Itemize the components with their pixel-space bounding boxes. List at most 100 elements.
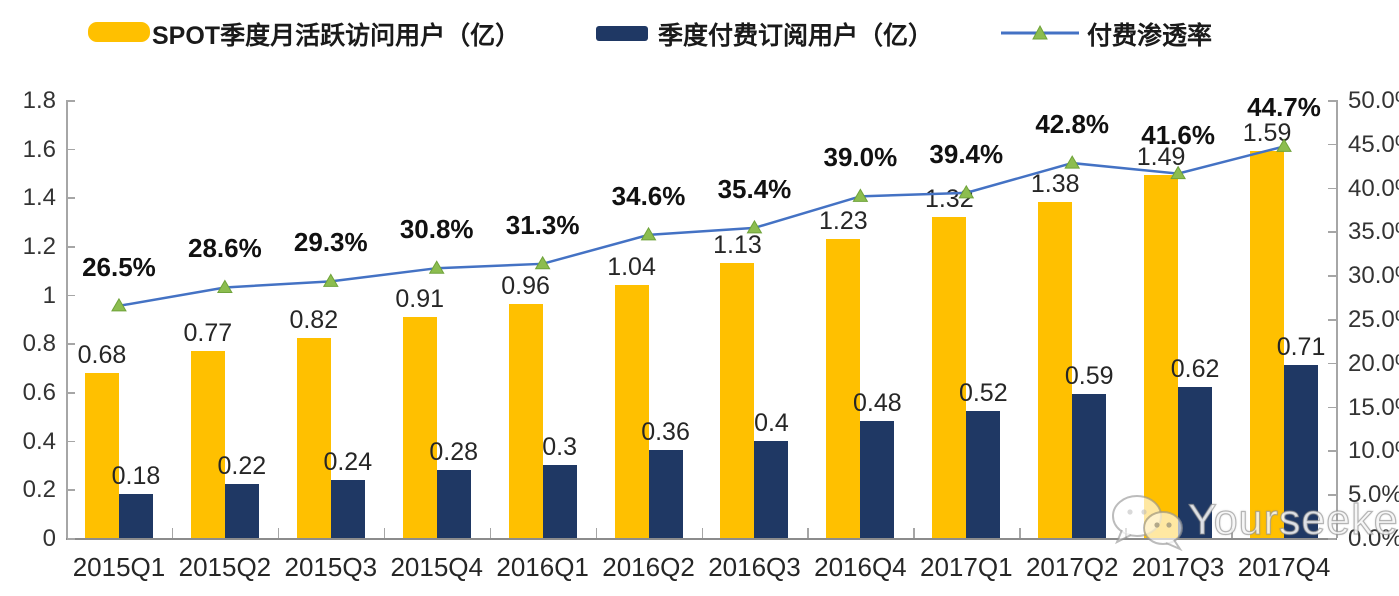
right-axis-tick-label: 25.0% xyxy=(1348,306,1399,333)
subs-bar-label: 0.59 xyxy=(1064,362,1114,391)
penetration-point-label: 42.8% xyxy=(1035,109,1110,140)
x-axis-tick xyxy=(701,528,703,538)
mau-bar-label: 0.91 xyxy=(395,284,445,313)
mau-bar xyxy=(932,216,967,538)
left-axis-tick xyxy=(67,246,75,248)
right-axis-tick xyxy=(1328,406,1336,409)
triangle-marker-icon xyxy=(534,255,551,270)
right-axis-tick-label: 10.0% xyxy=(1348,437,1399,465)
penetration-point-label: 39.4% xyxy=(929,138,1004,169)
x-axis-tick xyxy=(383,528,386,538)
triangle-marker-icon xyxy=(640,226,657,241)
x-axis-tick xyxy=(913,528,915,538)
mau-bar xyxy=(720,263,755,538)
subs-bar-label: 0.22 xyxy=(217,452,267,481)
mau-bar xyxy=(84,372,119,538)
x-tick-label: 2017Q1 xyxy=(920,552,1013,582)
mau-bar-label: 0.82 xyxy=(289,306,339,335)
right-axis-tick-label: 35.0% xyxy=(1348,218,1399,246)
right-axis-tick xyxy=(1328,494,1336,496)
left-axis-tick-label: 0 xyxy=(42,525,56,552)
x-tick-label: 2016Q1 xyxy=(496,552,589,582)
x-axis-line xyxy=(66,538,1337,540)
x-axis-tick xyxy=(1019,528,1021,538)
triangle-marker-icon xyxy=(852,188,869,202)
triangle-marker-icon xyxy=(111,297,127,312)
subs-bar-label: 0.18 xyxy=(111,462,161,491)
left-axis-tick-label: 1 xyxy=(42,281,56,309)
penetration-legend-label: 付费渗透率 xyxy=(1087,22,1213,50)
right-axis-tick xyxy=(1328,143,1336,146)
mau-bar-label: 1.04 xyxy=(607,252,656,281)
right-axis-tick xyxy=(1328,319,1336,321)
x-tick-label: 2015Q4 xyxy=(390,552,483,582)
x-axis-tick xyxy=(171,528,174,538)
subs-bar-label: 0.4 xyxy=(754,408,789,437)
left-axis-tick-label: 0.4 xyxy=(22,427,56,455)
subs-bar xyxy=(436,469,471,538)
right-axis-tick-label: 50.0% xyxy=(1348,87,1399,114)
x-tick-label: 2016Q2 xyxy=(602,552,695,582)
penetration-point-label: 41.6% xyxy=(1141,119,1215,150)
subs-bar-label: 0.71 xyxy=(1276,333,1326,362)
triangle-marker-icon xyxy=(322,273,339,287)
left-axis-tick-label: 0.6 xyxy=(22,379,56,406)
left-axis-tick-label: 1.2 xyxy=(22,233,56,260)
penetration-point-label: 44.7% xyxy=(1247,92,1321,123)
left-axis-tick xyxy=(67,100,75,102)
subs-legend-swatch xyxy=(596,26,648,41)
right-axis-tick-label: 5.0% xyxy=(1348,481,1399,509)
subs-bar-label: 0.24 xyxy=(323,447,373,476)
triangle-marker-icon xyxy=(217,279,233,293)
subs-bar xyxy=(1072,394,1107,538)
subs-bar xyxy=(542,465,577,538)
left-axis-tick xyxy=(67,489,75,491)
right-axis-tick-label: 40.0% xyxy=(1348,174,1399,202)
x-axis-tick xyxy=(489,528,492,538)
triangle-marker-icon xyxy=(1064,155,1081,169)
left-axis-tick xyxy=(67,392,75,394)
mau-bar xyxy=(614,284,649,538)
x-axis-tick xyxy=(277,528,280,538)
right-axis-tick xyxy=(1328,100,1336,102)
right-axis-tick xyxy=(1328,362,1336,365)
right-axis-tick xyxy=(1328,275,1336,277)
subs-bar-label: 0.48 xyxy=(853,389,902,418)
x-tick-label: 2017Q2 xyxy=(1025,552,1119,582)
subs-bar xyxy=(648,450,683,538)
right-axis-tick-label: 45.0% xyxy=(1348,130,1399,158)
penetration-point-label: 31.3% xyxy=(505,209,580,240)
left-axis-tick xyxy=(67,294,75,297)
left-axis-tick xyxy=(67,148,75,151)
subs-bar xyxy=(966,411,1001,538)
mau-bar-label: 0.77 xyxy=(183,318,233,347)
subs-bar xyxy=(330,479,365,538)
subs-bar-label: 0.52 xyxy=(958,379,1008,408)
subs-bar xyxy=(1284,365,1319,538)
mau-bar-label: 1.32 xyxy=(924,184,974,213)
subs-bar xyxy=(224,484,259,538)
mau-bar-label: 1.59 xyxy=(1242,119,1292,148)
right-axis-tick-label: 15.0% xyxy=(1348,393,1399,421)
x-tick-label: 2017Q3 xyxy=(1131,552,1225,582)
right-axis-tick xyxy=(1328,187,1336,190)
left-axis-tick-label: 1.6 xyxy=(22,135,56,163)
left-axis-tick xyxy=(67,440,75,443)
right-axis-tick-label: 20.0% xyxy=(1348,349,1399,377)
mau-bar-label: 1.23 xyxy=(819,206,868,235)
left-axis-tick-label: 1.4 xyxy=(22,184,56,212)
mau-bar-label: 1.38 xyxy=(1030,170,1080,199)
subs-bar xyxy=(754,440,789,538)
x-tick-label: 2017Q4 xyxy=(1237,552,1331,582)
subs-bar xyxy=(860,421,895,538)
right-axis-tick-label: 0.0% xyxy=(1348,525,1399,552)
subs-bar xyxy=(118,494,153,538)
subs-bar-label: 0.36 xyxy=(641,418,690,447)
triangle-marker-icon xyxy=(428,260,445,274)
x-tick-label: 2015Q3 xyxy=(284,552,378,582)
penetration-point-label: 35.4% xyxy=(717,173,792,204)
subs-bar xyxy=(1178,387,1213,538)
left-axis-tick xyxy=(67,538,75,540)
watermark-text: Yourseeker xyxy=(1187,495,1399,544)
mau-legend-swatch xyxy=(88,22,150,42)
